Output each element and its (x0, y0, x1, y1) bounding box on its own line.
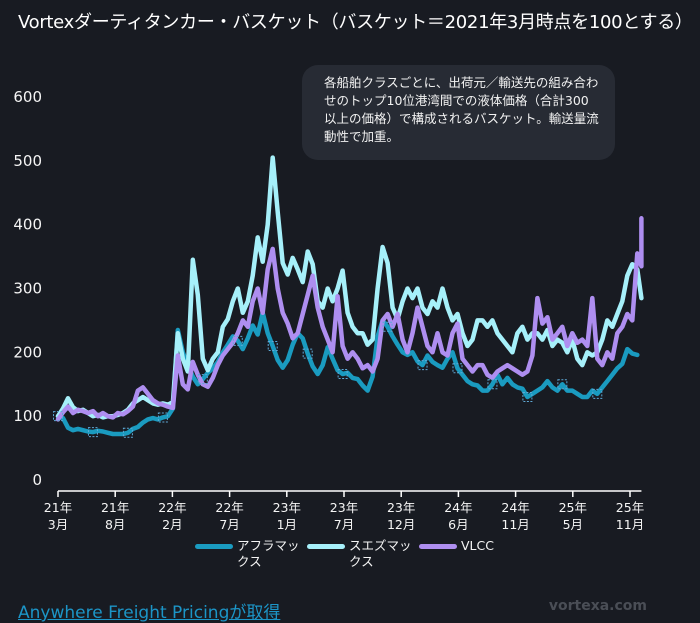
data-point-marker-aframax[interactable] (452, 363, 463, 374)
legend-label-aframax: アフラマックス (237, 538, 300, 569)
series-layer (55, 155, 644, 437)
data-point-marker-aframax[interactable] (232, 335, 243, 346)
series-line-vlcc (55, 216, 644, 422)
x-tick-label-month: 11月 (501, 517, 529, 532)
data-point-marker-aframax[interactable] (337, 369, 348, 380)
data-point-marker-aframax[interactable] (157, 412, 168, 423)
source-link[interactable]: Anywhere Freight Pricingが取得 (18, 603, 281, 623)
y-tick-label: 200 (13, 343, 42, 361)
data-point-marker-aframax[interactable] (197, 374, 208, 385)
methodology-note: 各船舶クラスごとに、出荷元／輸送先の組み合わせのトップ10位港湾間での液体価格（… (302, 65, 615, 160)
x-tick-label-year: 21年 (44, 500, 72, 515)
legend-item-vlcc[interactable]: VLCC (419, 538, 494, 554)
series-line-suezmax (55, 155, 644, 420)
x-tick-label-month: 7月 (219, 517, 239, 532)
legend-swatch-vlcc (419, 544, 457, 549)
data-point-marker-aframax[interactable] (557, 379, 568, 390)
legend-item-suezmax[interactable]: スエズマックス (307, 538, 419, 570)
data-point-marker-aframax[interactable] (53, 411, 63, 422)
x-tick-label-year: 23年 (387, 500, 415, 515)
y-tick-label: 500 (13, 152, 42, 170)
x-tick-label-month: 6月 (448, 517, 468, 532)
y-tick-label: 300 (13, 280, 42, 298)
x-axis: 21年 3月 21年 8月 22年 2月 22年 7月 23年 1月 23年 7月 23年 12月 24年 6… (44, 490, 644, 532)
y-tick-label: 600 (13, 88, 42, 106)
legend-swatch-suezmax (307, 544, 345, 549)
y-tick-label: 0 (32, 471, 42, 489)
x-tick-label-year: 25年 (616, 500, 644, 515)
x-tick-label-year: 24年 (444, 500, 472, 515)
x-tick-label-year: 21年 (101, 500, 129, 515)
x-tick-label-month: 7月 (334, 517, 354, 532)
data-point-marker-aframax[interactable] (87, 427, 98, 438)
legend-item-aframax[interactable]: アフラマックス (195, 538, 307, 570)
y-tick-label: 100 (13, 407, 42, 425)
x-tick-label-year: 23年 (273, 500, 301, 515)
x-tick-label-month: 5月 (563, 517, 583, 532)
legend-label-suezmax: スエズマックス (349, 538, 412, 569)
brand-watermark: vortexa.com (548, 598, 647, 614)
legend-label-vlcc: VLCC (461, 538, 494, 553)
x-tick-label-year: 22年 (215, 500, 243, 515)
x-tick-label-year: 23年 (330, 500, 358, 515)
x-tick-label-month: 3月 (48, 517, 68, 532)
legend: アフラマックス スエズマックス VLCC (195, 538, 494, 570)
data-point-marker-aframax[interactable] (592, 388, 603, 399)
marker-layer (53, 321, 603, 438)
x-tick-label-month: 1月 (277, 517, 297, 532)
y-tick-label: 400 (13, 216, 42, 234)
x-tick-label-month: 2月 (162, 517, 182, 532)
data-point-marker-aframax[interactable] (302, 348, 313, 359)
data-point-marker-aframax[interactable] (417, 360, 428, 371)
x-tick-label-year: 24年 (501, 500, 529, 515)
x-tick-label-year: 25年 (559, 500, 587, 515)
x-tick-label-month: 8月 (105, 517, 125, 532)
legend-swatch-aframax (195, 544, 233, 549)
y-axis: 0 100 200 300 400 500 600 (13, 88, 42, 489)
x-tick-label-month: 11月 (616, 517, 644, 532)
data-point-marker-aframax[interactable] (122, 427, 133, 438)
data-point-marker-aframax[interactable] (522, 392, 533, 403)
data-point-marker-aframax[interactable] (267, 340, 278, 351)
data-point-marker-aframax[interactable] (487, 379, 498, 390)
chart-title: Vortexダーティタンカー・バスケット（バスケット＝2021年3月時点を100… (18, 12, 693, 33)
data-point-marker-aframax[interactable] (382, 321, 393, 332)
x-tick-label-month: 12月 (387, 517, 415, 532)
x-tick-label-year: 22年 (158, 500, 186, 515)
